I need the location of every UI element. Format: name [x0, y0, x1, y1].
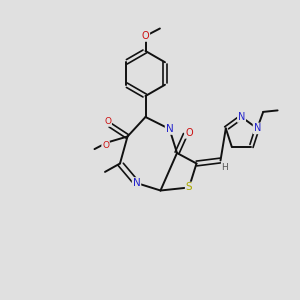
Text: N: N: [133, 178, 140, 188]
Text: O: O: [142, 31, 149, 41]
Text: O: O: [185, 128, 193, 138]
Text: N: N: [166, 124, 173, 134]
Text: O: O: [102, 141, 109, 150]
Text: S: S: [186, 182, 192, 193]
Text: H: H: [222, 163, 228, 172]
Text: N: N: [254, 123, 261, 134]
Text: N: N: [238, 112, 245, 122]
Text: O: O: [104, 117, 111, 126]
